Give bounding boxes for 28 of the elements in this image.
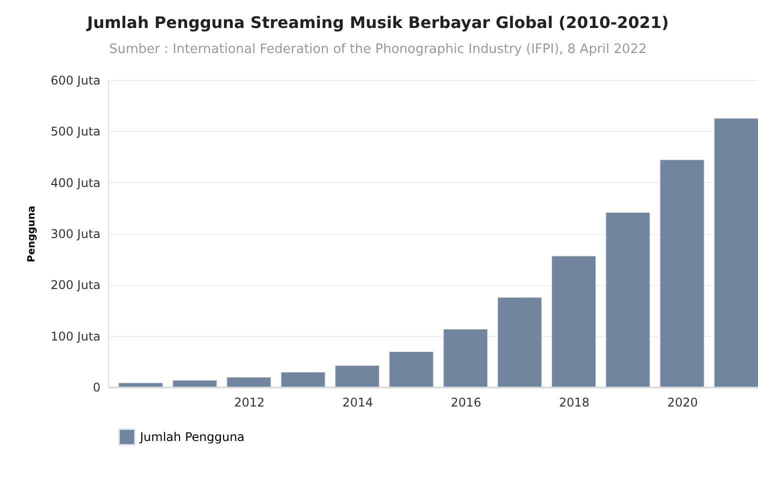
bar bbox=[497, 297, 542, 387]
y-tick-label: 400 Juta bbox=[50, 176, 100, 190]
x-tick-label: 2012 bbox=[234, 396, 265, 410]
y-tick-label: 300 Juta bbox=[50, 227, 100, 241]
y-axis-title: Pengguna bbox=[26, 206, 38, 262]
bar bbox=[606, 212, 650, 387]
bar bbox=[280, 372, 326, 387]
chart-subtitle: Sumber : International Federation of the Phonographic Industry (IFPI), 8 April 2022 bbox=[109, 42, 647, 57]
legend-label: Jumlah Pengguna bbox=[139, 430, 245, 444]
bar bbox=[226, 377, 272, 387]
bar bbox=[443, 328, 488, 387]
x-tick-label: 2014 bbox=[342, 396, 373, 410]
y-tick-label: 600 Juta bbox=[50, 74, 100, 88]
chart-title: Jumlah Pengguna Streaming Musik Berbayar Global (2010-2021) bbox=[86, 13, 669, 32]
bar bbox=[552, 256, 596, 387]
bar bbox=[714, 118, 758, 387]
y-tick-label: 200 Juta bbox=[50, 278, 100, 292]
y-tick-label: 100 Juta bbox=[50, 329, 100, 344]
x-tick-label: 2016 bbox=[450, 396, 482, 410]
x-tick-label: 2018 bbox=[559, 396, 590, 410]
bar bbox=[660, 160, 704, 387]
y-tick-label: 500 Juta bbox=[50, 124, 100, 139]
bar bbox=[334, 365, 380, 387]
x-tick-label: 2020 bbox=[667, 396, 698, 410]
y-tick-label: 0 bbox=[92, 380, 100, 394]
bar bbox=[389, 351, 434, 387]
bar bbox=[118, 382, 163, 387]
bar bbox=[172, 380, 218, 387]
